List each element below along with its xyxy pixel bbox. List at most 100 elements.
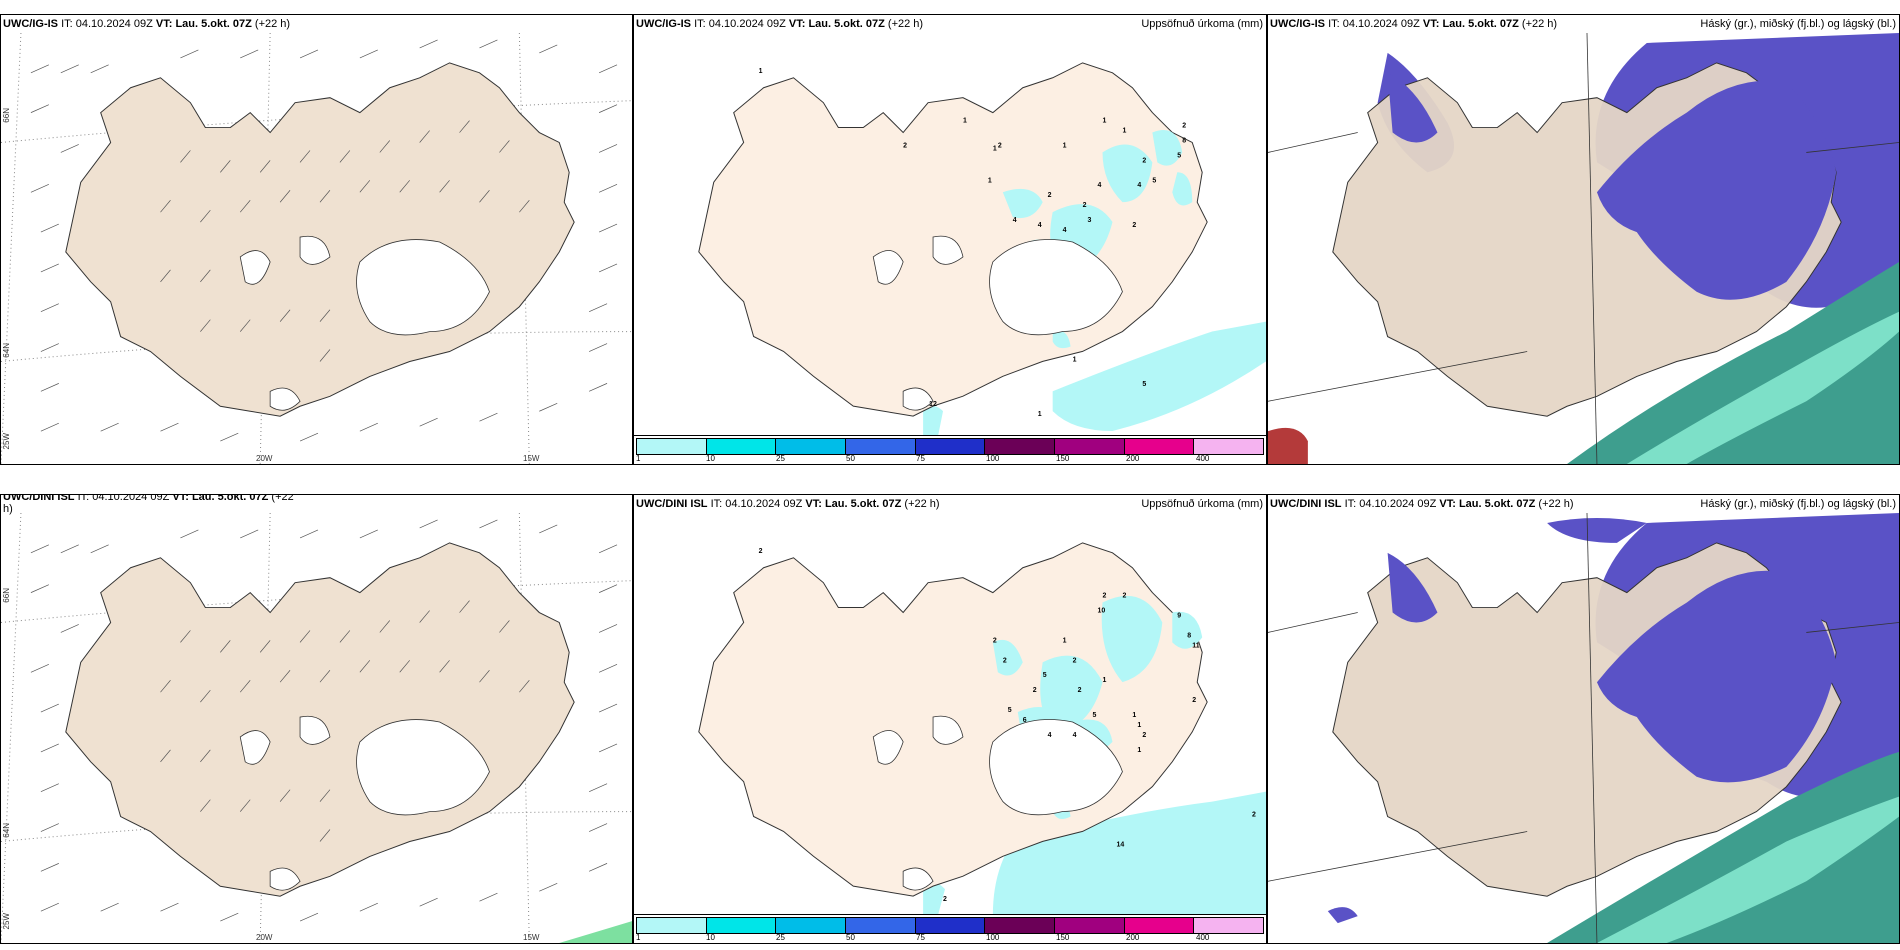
colorbar-label: 400: [1196, 454, 1210, 463]
it-label: IT:: [1328, 18, 1340, 30]
colorbar-swatch: [1194, 918, 1264, 933]
it-value: 04.10.2024 09Z: [1359, 498, 1437, 510]
colorbar-label: 10: [706, 454, 715, 463]
wind-panel-header: UWC/IG-IS IT: 04.10.2024 09Z VT: Lau. 5.…: [3, 18, 290, 30]
colorbar-label: 200: [1126, 454, 1140, 463]
model-name: UWC/DINI ISL: [3, 494, 75, 503]
model-name: UWC/IG-IS: [636, 18, 691, 30]
precip-value-label: 1: [1103, 677, 1107, 684]
precip-panel-top: UWC/IG-IS IT: 04.10.2024 09Z VT: Lau. 5.…: [633, 14, 1267, 465]
colorbar-swatch: [1055, 439, 1125, 454]
precip-value-label: 2: [998, 142, 1002, 149]
colorbar-swatch: [846, 439, 916, 454]
colorbar-label: 150: [1056, 933, 1070, 942]
lon-15-label: 15W: [523, 454, 540, 463]
precip-value-label: 1: [759, 68, 763, 75]
colorbar-label: 150: [1056, 454, 1070, 463]
wind-panel-bottom: UWC/DINI ISL IT: 04.10.2024 09Z VT: Lau.…: [0, 494, 633, 944]
wind-barbs: [30, 519, 618, 922]
precip-map: 2 2 2 10 9 8 11 2 2 1 2 5 2 2 1 5 6 4 4 5 1 1 2 1 2 2 14 2: [634, 513, 1266, 915]
colorbar-swatch: [985, 918, 1056, 933]
precip-value-label: 1: [1063, 142, 1067, 149]
it-label: IT:: [710, 498, 723, 510]
colorbar-label: 100: [986, 454, 1000, 463]
precip-value-label: 4: [1137, 182, 1141, 189]
colorbar-label: 25: [776, 454, 785, 463]
colorbar-swatch: [776, 918, 847, 933]
precip-value-label: 2: [1048, 192, 1052, 199]
lead-time: (+22 h): [904, 498, 940, 510]
precip-value-label: 5: [1043, 672, 1047, 679]
precip-value-label: 8: [1182, 137, 1186, 144]
model-name: UWC/IG-IS: [3, 18, 58, 30]
model-name: UWC/DINI ISL: [636, 498, 708, 510]
precip-value-label: 2: [1252, 811, 1256, 818]
lon-20-label: 20W: [256, 933, 273, 942]
cloud-panel-bottom: UWC/DINI ISL IT: 04.10.2024 09Z VT: Lau.…: [1267, 494, 1900, 944]
cloud-map-svg: [1268, 33, 1899, 464]
colorbar-swatches: [636, 917, 1264, 934]
precip-value-label: 2: [1083, 202, 1087, 209]
colorbar-label: 25: [776, 933, 785, 942]
lead-time: (+22 h): [1521, 18, 1558, 30]
colorbar-swatch: [1194, 439, 1264, 454]
cloud-map: [1268, 33, 1899, 464]
precip-value-label: 9: [1177, 612, 1181, 619]
precip-value-label: 2: [759, 548, 763, 555]
precip-value-label: 2: [903, 142, 907, 149]
precip-value-label: 4: [1048, 732, 1052, 739]
lead-time: (+22 h): [254, 18, 291, 30]
it-label: IT:: [61, 18, 73, 30]
cloud-panel-header: UWC/DINI ISL IT: 04.10.2024 09Z VT: Lau.…: [1270, 498, 1574, 510]
vt-label: VT: Lau. 5.okt. 07Z: [172, 494, 269, 503]
colorbar-label: 75: [916, 454, 925, 463]
precip-value-label: 10: [1098, 608, 1106, 615]
precip-value-label: 11: [1192, 642, 1199, 649]
precip-title: Uppsöfnuð úrkoma (mm): [1141, 498, 1263, 510]
it-label: IT:: [694, 18, 706, 30]
cloud-map-svg: [1268, 513, 1899, 943]
precip-value-label: 2: [1103, 593, 1107, 600]
it-label: IT:: [1344, 498, 1357, 510]
colorbar-label: 400: [1196, 933, 1210, 942]
wind-barbs: [30, 39, 618, 442]
colorbar-swatch: [637, 439, 707, 454]
colorbar-label: 50: [846, 933, 855, 942]
vt-label: VT: Lau. 5.okt. 07Z: [155, 18, 252, 30]
colorbar-swatch: [1124, 918, 1195, 933]
precip-value-label: 1: [1038, 411, 1042, 418]
precip-value-label: 2: [993, 637, 997, 644]
colorbar-swatch: [985, 439, 1056, 454]
precip-value-label: 6: [1023, 717, 1027, 724]
it-value: 04.10.2024 09Z: [92, 494, 170, 503]
precip-value-label: 14: [1116, 841, 1124, 848]
colorbar-label: 1: [636, 933, 641, 942]
precip-value-label: 2: [1122, 593, 1126, 600]
precip-value-label: 5: [1093, 712, 1097, 719]
precip-value-label: 1: [1103, 118, 1107, 125]
precip-value-label: 2: [1003, 657, 1007, 664]
precip-panel-header: UWC/IG-IS IT: 04.10.2024 09Z VT: Lau. 5.…: [636, 18, 923, 30]
precip-value-label: 1: [1137, 722, 1141, 729]
wind-panel-header: UWC/DINI ISL IT: 04.10.2024 09Z VT: Lau.…: [3, 494, 303, 515]
vt-label: VT: Lau. 5.okt. 07Z: [805, 498, 902, 510]
precip-value-label: 4: [1098, 182, 1102, 189]
lon-25-label: 25W: [2, 433, 11, 450]
precip-value-label: 5: [1177, 152, 1181, 159]
lat-66-label: 66N: [2, 108, 11, 123]
it-value: 04.10.2024 09Z: [708, 18, 786, 30]
precip-value-label: 5: [1152, 177, 1156, 184]
it-value: 04.10.2024 09Z: [75, 18, 153, 30]
colorbar-swatch: [706, 439, 777, 454]
cloud-title: Háský (gr.), miðský (fj.bl.) og lágský (…: [1700, 498, 1896, 510]
precip-value-label: 5: [1008, 707, 1012, 714]
precip-value-label: 1: [993, 145, 997, 152]
colorbar-label: 10: [706, 933, 715, 942]
lon-20-label: 20W: [256, 454, 273, 463]
precip-value-label: 8: [1187, 632, 1191, 639]
wind-map-svg: [1, 513, 632, 943]
model-name: UWC/IG-IS: [1270, 18, 1325, 30]
